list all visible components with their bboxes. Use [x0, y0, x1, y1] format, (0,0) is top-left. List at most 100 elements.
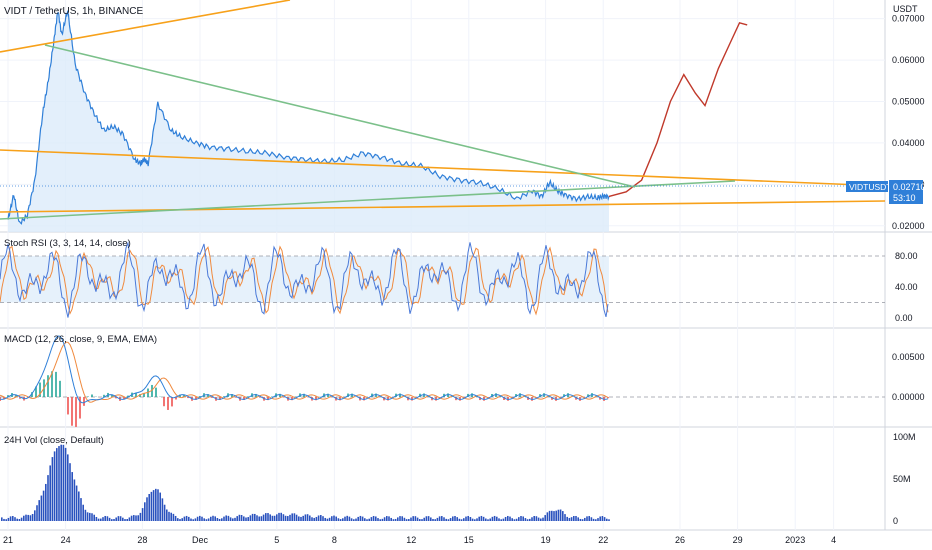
volume-bar	[471, 518, 474, 521]
volume-bar	[357, 516, 359, 521]
volume-bar	[80, 498, 82, 521]
volume-bar	[399, 516, 401, 521]
volume-bar	[295, 514, 298, 521]
macd-label: MACD (12, 26, close, 9, EMA, EMA)	[4, 334, 157, 345]
volume-bar	[232, 518, 234, 521]
volume-bar	[62, 444, 65, 521]
badge-price: 0.02710	[893, 182, 926, 192]
price-line[interactable]	[7, 9, 610, 225]
volume-bar	[555, 510, 557, 521]
volume-bar	[546, 512, 549, 521]
volume-bar	[485, 518, 487, 521]
volume-pane[interactable]	[1, 444, 610, 521]
volume-bar	[183, 516, 186, 521]
trendline-ascending[interactable]	[0, 180, 736, 220]
volume-bar	[339, 519, 342, 521]
volume-bar	[188, 516, 190, 521]
volume-bar	[603, 517, 606, 521]
volume-bar	[502, 518, 505, 521]
volume-bar	[190, 518, 192, 521]
trendline-upper-resistance[interactable]	[0, 0, 291, 53]
volume-bar	[315, 516, 318, 521]
volume-bar	[410, 517, 412, 521]
volume-bar	[570, 517, 573, 521]
trendline-descending[interactable]	[44, 44, 636, 188]
volume-bar	[368, 518, 370, 521]
volume-bar	[456, 517, 458, 521]
price-pane[interactable]	[0, 0, 886, 232]
volume-bar	[372, 515, 375, 521]
price-tick-label: 0.04000	[892, 138, 925, 148]
volume-bar	[124, 519, 126, 521]
volume-bar	[500, 519, 502, 521]
badge-symbol-bg	[846, 181, 888, 192]
volume-bar	[311, 517, 313, 521]
volume-bar	[449, 518, 452, 521]
volume-bar	[174, 515, 177, 521]
volume-bar	[282, 514, 285, 521]
volume-bar	[166, 509, 168, 521]
volume-bar	[293, 513, 296, 521]
volume-bar	[562, 511, 564, 521]
macd-signal-line[interactable]	[0, 341, 609, 403]
projection-line[interactable]	[608, 21, 748, 198]
volume-bar	[3, 518, 5, 521]
volume-bar	[254, 513, 256, 521]
macd-line[interactable]	[0, 335, 609, 404]
volume-bar	[25, 514, 27, 521]
volume-bar	[203, 518, 205, 521]
volume-bar	[218, 518, 221, 521]
volume-bar	[16, 518, 18, 521]
volume-bar	[544, 515, 546, 521]
volume-bar	[498, 518, 500, 521]
volume-bar	[579, 518, 582, 521]
volume-bar	[223, 516, 225, 521]
volume-bar	[364, 518, 366, 521]
time-tick-label: 22	[598, 535, 608, 545]
volume-bar	[313, 517, 315, 521]
stoch-k-line[interactable]	[0, 241, 609, 318]
stoch-tick-label: 0.00	[895, 313, 913, 323]
stoch-rsi-pane[interactable]	[0, 241, 885, 318]
volume-tick-label: 100M	[893, 432, 916, 442]
volume-bar	[425, 516, 428, 521]
volume-bar	[537, 517, 540, 521]
volume-bar	[199, 515, 201, 521]
volume-bar	[130, 515, 133, 521]
volume-bar	[141, 508, 144, 521]
volume-bar	[540, 518, 542, 521]
volume-bar	[177, 518, 179, 521]
volume-bar	[144, 502, 146, 521]
volume-bar	[289, 514, 291, 521]
volume-bar	[227, 515, 230, 521]
volume-bar	[317, 515, 320, 521]
volume-bar	[520, 516, 522, 521]
volume-bar	[58, 446, 60, 521]
volume-bar	[401, 516, 403, 521]
volume-bar	[515, 518, 518, 521]
volume-bar	[601, 516, 604, 521]
volume-bar	[350, 518, 353, 521]
volume-bar	[82, 504, 84, 521]
volume-bar	[291, 513, 293, 521]
volume-bar	[302, 515, 304, 521]
volume-bar	[436, 517, 439, 521]
volume-bar	[29, 515, 32, 521]
volume-bar	[31, 513, 34, 521]
trendline-mid-resistance[interactable]	[0, 149, 886, 187]
volume-bar	[185, 515, 188, 521]
macd-pane[interactable]	[0, 335, 885, 427]
volume-bar	[531, 517, 533, 521]
volume-bar	[403, 517, 406, 521]
volume-bar	[247, 517, 249, 521]
volume-bar	[322, 516, 324, 521]
volume-bar	[69, 463, 71, 521]
trendline-support[interactable]	[0, 200, 886, 213]
volume-bar	[45, 483, 47, 521]
volume-bar	[148, 494, 150, 521]
volume-bar	[381, 518, 384, 521]
volume-bar	[251, 513, 254, 521]
time-tick-label: 24	[61, 535, 71, 545]
volume-bar	[75, 485, 78, 521]
